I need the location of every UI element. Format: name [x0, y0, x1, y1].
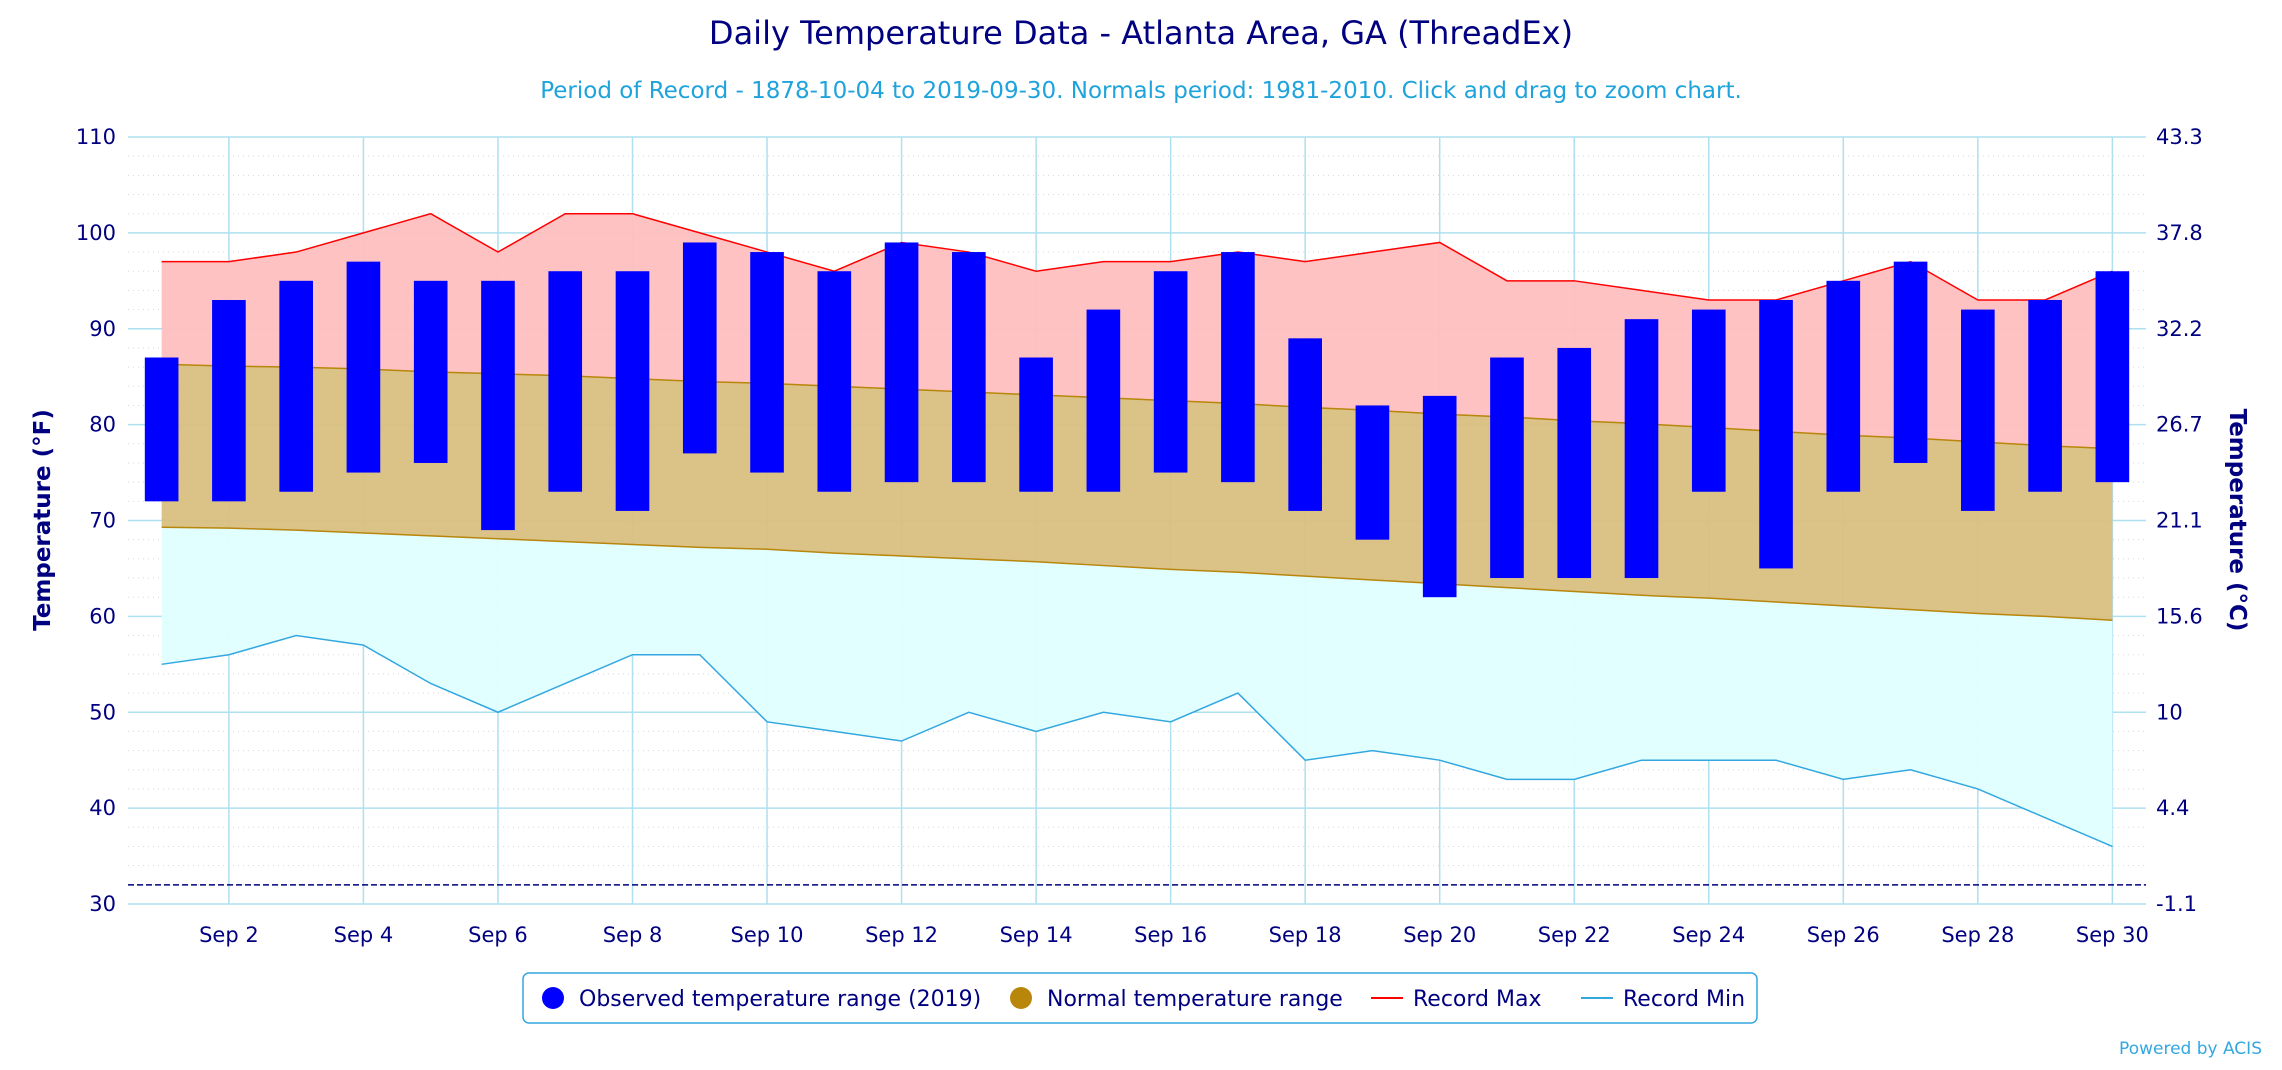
normal-low-line [161, 526, 2113, 621]
observed-range-bar[interactable] [615, 271, 650, 511]
y-tick-label-right: 15.6 [2156, 604, 2203, 628]
x-tick-label: Sep 14 [1000, 923, 1073, 947]
record-max-line [161, 212, 2113, 301]
observed-range-bar[interactable] [481, 280, 515, 531]
chart-subtitle: Period of Record - 1878-10-04 to 2019-09… [540, 78, 1742, 104]
observed-range-bar[interactable] [2028, 299, 2062, 492]
legend-box [522, 972, 1758, 1024]
observed-range-bar[interactable] [750, 252, 784, 473]
observed-range-bar[interactable] [1422, 395, 1457, 598]
observed-range-bar[interactable] [1624, 319, 1659, 579]
observed-range-bar[interactable] [817, 271, 852, 492]
x-tick-label: Sep 22 [1538, 923, 1611, 947]
observed-range-bar[interactable] [1355, 405, 1390, 540]
x-tick-label: Sep 8 [603, 923, 663, 947]
observed-range-bar[interactable] [279, 280, 313, 492]
x-tick-label: Sep 18 [1269, 923, 1342, 947]
y-tick-label-left: 60 [89, 604, 116, 628]
legend-observed-label: Observed temperature range (2019) [579, 987, 981, 1012]
legend-record-max-label: Record Max [1413, 987, 1542, 1012]
observed-range-bar[interactable] [1826, 280, 1861, 492]
x-tick-label: Sep 30 [2076, 923, 2149, 947]
legend: Observed temperature range (2019) Normal… [522, 972, 1758, 1024]
legend-normal-marker [1010, 987, 1032, 1009]
legend-item-record-max[interactable]: Record Max [1371, 987, 1542, 1012]
y-tick-label-left: 50 [89, 700, 116, 724]
y-tick-label-right: 21.1 [2156, 509, 2203, 533]
y-tick-label-right: 26.7 [2156, 413, 2203, 437]
y-tick-label-left: 100 [76, 221, 116, 245]
observed-range-bar[interactable] [1490, 357, 1524, 579]
y-tick-label-left: 70 [89, 509, 116, 533]
legend-observed-marker [542, 987, 564, 1009]
observed-range-bar[interactable] [1893, 261, 1928, 463]
chart-title: Daily Temperature Data - Atlanta Area, G… [709, 14, 1573, 52]
record-min-line [161, 634, 2113, 848]
observed-range-bar[interactable] [1759, 299, 1793, 569]
observed-range-bar[interactable] [1288, 338, 1322, 511]
legend-normal-label: Normal temperature range [1047, 987, 1343, 1012]
observed-range-bar[interactable] [1153, 271, 1188, 473]
legend-item-normal[interactable]: Normal temperature range [1010, 987, 1343, 1012]
legend-item-record-min[interactable]: Record Min [1581, 987, 1745, 1012]
x-tick-label: Sep 2 [199, 923, 259, 947]
y-axis-title-right: Temperature (°C) [2224, 409, 2250, 632]
observed-range-bar[interactable] [548, 271, 583, 492]
observed-range-bar[interactable] [1557, 347, 1592, 579]
x-tick-label: Sep 26 [1807, 923, 1880, 947]
observed-range-bar[interactable] [884, 242, 919, 483]
observed-range-bar[interactable] [413, 280, 448, 463]
y-tick-label-right: 4.4 [2156, 796, 2189, 820]
x-tick-label: Sep 12 [865, 923, 938, 947]
plot-area[interactable]: 30 40 50 60 70 80 90 100 110 -1.1 4.4 10 15.6 21.1 26.… [76, 125, 2203, 947]
x-tick-label: Sep 6 [468, 923, 528, 947]
x-tick-label: Sep 20 [1403, 923, 1476, 947]
observed-range-bar[interactable] [1691, 309, 1726, 492]
y-tick-label-left: 80 [89, 413, 116, 437]
x-tick-label: Sep 4 [334, 923, 394, 947]
powered-by-credit[interactable]: Powered by ACIS [2119, 1039, 2262, 1059]
y-tick-label-right: 37.8 [2156, 221, 2203, 245]
observed-range-bar[interactable] [1961, 309, 1995, 511]
observed-range-bar[interactable] [1019, 357, 1053, 492]
y-tick-label-left: 30 [89, 892, 116, 916]
observed-range-bar[interactable] [682, 242, 717, 454]
y-tick-label-right: 32.2 [2156, 317, 2203, 341]
y-tick-label-left: 110 [76, 125, 116, 149]
y-tick-label-right: -1.1 [2156, 892, 2197, 916]
y-tick-label-right: 43.3 [2156, 125, 2203, 149]
y-axis-title-left: Temperature (°F) [30, 409, 56, 631]
observed-range-bar[interactable] [2095, 271, 2130, 483]
observed-range-bar[interactable] [1221, 252, 1255, 483]
observed-range-bar[interactable] [346, 261, 381, 473]
x-tick-label: Sep 16 [1134, 923, 1207, 947]
x-tick-label: Sep 24 [1672, 923, 1745, 947]
y-tick-label-left: 90 [89, 317, 116, 341]
legend-record-min-label: Record Min [1623, 987, 1745, 1012]
x-tick-label: Sep 10 [731, 923, 804, 947]
y-tick-label-left: 40 [89, 796, 116, 820]
observed-range-bar[interactable] [952, 252, 986, 483]
observed-range-bar[interactable] [1086, 309, 1121, 492]
observed-range-bar[interactable] [144, 357, 179, 502]
y-tick-label-right: 10 [2156, 700, 2183, 724]
x-tick-label: Sep 28 [1941, 923, 2014, 947]
legend-item-observed[interactable]: Observed temperature range (2019) [542, 987, 981, 1012]
observed-range-bar[interactable] [212, 299, 246, 502]
record-min-band [161, 527, 2113, 847]
